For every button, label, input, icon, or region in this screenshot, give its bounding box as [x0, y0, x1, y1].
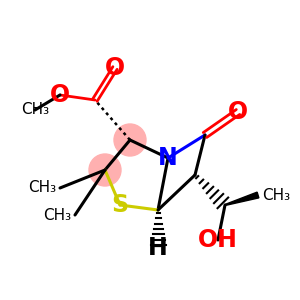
Text: N: N: [158, 146, 178, 170]
Text: OH: OH: [198, 228, 238, 252]
Polygon shape: [225, 192, 259, 206]
Text: S: S: [111, 193, 129, 217]
Text: CH₃: CH₃: [262, 188, 290, 202]
Circle shape: [114, 124, 146, 156]
Text: CH₃: CH₃: [43, 208, 71, 223]
Text: CH₃: CH₃: [21, 103, 49, 118]
Text: H: H: [148, 236, 168, 260]
Text: CH₃: CH₃: [28, 181, 56, 196]
Text: O: O: [105, 56, 125, 80]
Text: O: O: [228, 100, 248, 124]
Circle shape: [89, 154, 121, 186]
Text: O: O: [50, 83, 70, 107]
